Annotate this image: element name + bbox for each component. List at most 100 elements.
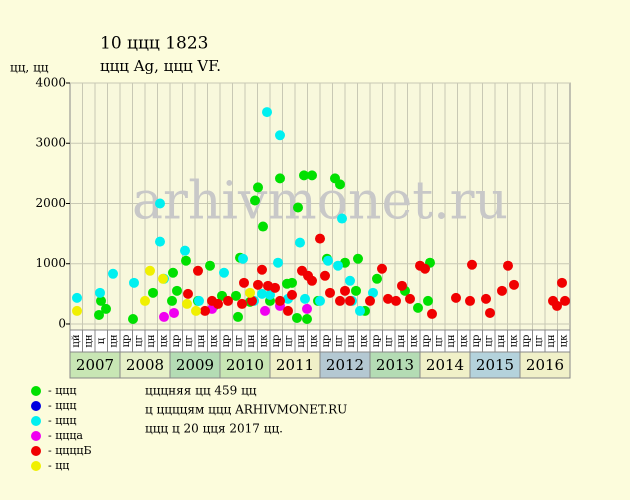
point [287,289,297,300]
point [320,270,330,281]
point [353,253,363,264]
point [340,285,350,296]
note: цццняя цц 459 цц [145,384,257,398]
point [557,277,567,288]
year-label: 2009 [176,356,214,374]
year-cell [519,351,571,379]
point [223,295,233,306]
point [155,198,165,209]
chart-subtitle: ццц Ag, ццц VF. [100,57,221,75]
quarter-label: ц [96,337,107,344]
point [293,202,303,213]
point [238,253,248,264]
quarter-label: цн [496,334,507,347]
point [213,298,223,309]
y-tick-label: 1000 [35,256,66,270]
quarter-label: цк [358,334,369,347]
point [302,303,312,314]
quarter-label: цг [183,335,194,347]
legend-label: - ццц [48,399,76,412]
point [95,287,105,298]
point [560,295,570,306]
quarter-label: цк [408,334,419,347]
quarter-label: цг [283,335,294,347]
quarter-label: цр [171,335,182,348]
quarter-label: цк [208,334,219,347]
point [167,295,177,306]
point [397,280,407,291]
chart-title: 10 ццц 1823 [100,34,209,54]
year-cell [369,351,421,379]
point [245,287,255,298]
point [253,182,263,193]
point [158,273,168,284]
point [257,264,267,275]
point [233,311,243,322]
year-label: 2011 [276,356,314,374]
point [283,305,293,316]
legend-marker [31,461,41,471]
point [485,307,495,318]
point [391,295,401,306]
point [413,302,423,313]
point [128,313,138,324]
quarter-label: цн [246,334,257,347]
point [377,263,387,274]
point [351,285,361,296]
point [257,288,267,299]
legend-marker [31,386,41,396]
point [253,279,263,290]
quarter-label: цр [271,335,282,348]
point [182,298,192,309]
year-label: 2010 [226,356,264,374]
year-label: 2007 [76,356,114,374]
point [427,308,437,319]
point [205,260,215,271]
point [108,268,118,279]
quarter-label: цн [296,334,307,347]
point [129,277,139,288]
legend-label: - ццц [48,384,76,397]
legend-label: - ццццБ [48,444,92,457]
quarter-label: цг [333,335,344,347]
point [270,282,280,293]
point [295,237,305,248]
point [145,265,155,276]
point [239,277,249,288]
point [481,293,491,304]
point [423,295,433,306]
legend-marker [31,401,41,411]
point [355,305,365,316]
year-label: 2013 [376,356,414,374]
quarter-label: цр [421,335,432,348]
point [552,300,562,311]
quarter-label: цр [221,335,232,348]
note: ццц ц 20 цця 2017 цц. [145,422,283,436]
point [467,259,477,270]
year-cell [119,351,171,379]
quarter-label: цн [346,334,357,347]
quarter-label: цг [433,335,444,347]
point [193,265,203,276]
quarter-label: цн [83,334,94,347]
quarter-label: цн [108,334,119,347]
point [168,267,178,278]
point [299,170,309,181]
point [155,236,165,247]
y-tick-label: 3000 [35,136,66,150]
point [250,195,260,206]
point [335,179,345,190]
point [307,275,317,286]
point [345,275,355,286]
point [183,288,193,299]
point [237,298,247,309]
point [181,255,191,266]
quarter-label: цн [196,334,207,347]
legend-marker [31,431,41,441]
legend-marker [31,416,41,426]
point [420,263,430,274]
marks [72,107,570,324]
point [292,312,302,323]
legend-label: - цц [48,459,69,472]
